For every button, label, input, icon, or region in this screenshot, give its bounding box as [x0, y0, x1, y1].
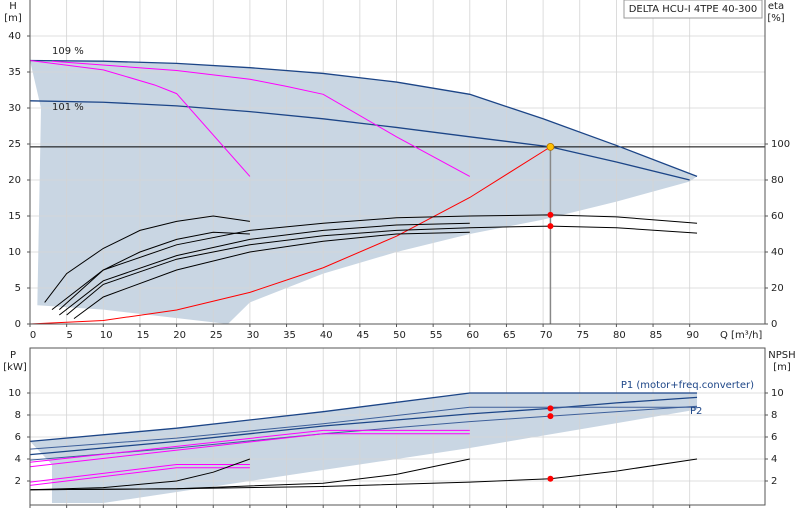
curve [29, 458, 251, 491]
y2-tick-label: 40 [771, 247, 784, 258]
y-tick-label: 40 [8, 31, 21, 42]
x-tick-label: 80 [613, 330, 626, 341]
title-box [623, 0, 763, 19]
y-tick-label: 20 [8, 175, 21, 186]
curve [29, 433, 470, 468]
y-tick-label: 4 [15, 454, 21, 465]
curve [29, 59, 698, 178]
operating-point [547, 475, 554, 482]
curve [29, 396, 698, 456]
y2-tick-label: 60 [771, 211, 784, 222]
y2-axis-unit: [%] [767, 13, 784, 24]
curve [66, 225, 698, 316]
duty-point [546, 142, 555, 151]
y2-tick-label: 100 [771, 139, 790, 150]
head-plot: 0 5 10 15 20 25 30 35 40 45 50 55 60 65 70 75 80 85 90 0 5 10… [8, 0, 790, 341]
operating-range [30, 60, 698, 324]
y-tick-label: 6 [15, 432, 21, 443]
curve [29, 100, 690, 181]
x-tick-label: 70 [540, 330, 553, 341]
y-tick-label: 10 [8, 388, 21, 399]
y2-tick-label: 0 [771, 319, 777, 330]
y-tick-label: 8 [15, 410, 21, 421]
y2-tick-label: 6 [771, 432, 777, 443]
x-tick-label: 30 [247, 330, 260, 341]
operating-range [30, 393, 698, 503]
curve [51, 214, 698, 310]
axis-frame [29, 347, 766, 506]
y-tick-label: 5 [15, 283, 21, 294]
x-tick-label: 35 [283, 330, 296, 341]
operating-point [547, 413, 554, 420]
x-tick-label: 90 [686, 330, 699, 341]
y-tick-label: 15 [8, 211, 21, 222]
x-tick-label: 25 [210, 330, 223, 341]
y-tick-label: 25 [8, 139, 21, 150]
y-axis-unit: [m] [4, 13, 22, 24]
curve [29, 458, 698, 491]
curve-label: 101 % [52, 102, 84, 113]
y-axis-label: P [10, 350, 16, 361]
y2-tick-label: 20 [771, 283, 784, 294]
curve [29, 146, 551, 325]
curve [29, 406, 698, 450]
curve [73, 231, 470, 320]
x-tick-label: 20 [173, 330, 186, 341]
curve [29, 59, 251, 177]
curve [29, 429, 470, 463]
y-tick-label: 35 [8, 67, 21, 78]
x-tick-label: 45 [356, 330, 369, 341]
y2-axis-label: NPSH [768, 350, 795, 361]
operating-point [547, 223, 554, 230]
x-tick-label: 85 [650, 330, 663, 341]
x-tick-label: 50 [393, 330, 406, 341]
operating-point [547, 405, 554, 412]
y2-tick-label: 4 [771, 454, 777, 465]
y-tick-label: 0 [15, 319, 21, 330]
y-tick-label: 10 [8, 247, 21, 258]
chart-title: DELTA HCU-I 4TPE 40-300 [629, 4, 758, 15]
y-axis-unit: [kW] [3, 362, 27, 373]
curve [44, 215, 250, 303]
x-tick-label: 0 [30, 330, 36, 341]
curve [58, 231, 250, 310]
x-tick-label: 15 [137, 330, 150, 341]
x-tick-label: 40 [320, 330, 333, 341]
y2-tick-label: 8 [771, 410, 777, 421]
curve [29, 392, 698, 443]
curve [29, 464, 250, 483]
curve [59, 222, 470, 316]
y2-tick-label: 10 [771, 388, 784, 399]
x-tick-label: 65 [503, 330, 516, 341]
curve [29, 405, 698, 461]
y-tick-label: 2 [15, 476, 21, 487]
x-tick-label: 75 [576, 330, 589, 341]
x-tick-label: 55 [430, 330, 443, 341]
curve [51, 60, 471, 177]
y-axis-label: H [9, 1, 17, 12]
y2-axis-label: eta [768, 1, 784, 12]
curve-label: P2 [690, 406, 702, 417]
x-tick-label: 10 [100, 330, 113, 341]
y2-tick-label: 2 [771, 476, 777, 487]
x-tick-label: 60 [466, 330, 479, 341]
y2-axis-unit: [m] [773, 362, 791, 373]
curve-label: P1 (motor+freq.converter) [621, 380, 754, 391]
curve-label: 109 % [52, 46, 84, 57]
operating-point [547, 211, 554, 218]
y-tick-label: 30 [8, 103, 21, 114]
y2-tick-label: 80 [771, 175, 784, 186]
x-tick-label: 5 [66, 330, 72, 341]
x-axis-label: Q [m³/h] [720, 330, 762, 341]
